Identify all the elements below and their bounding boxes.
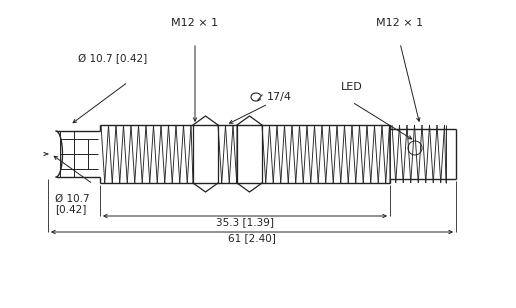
Text: M12 × 1: M12 × 1: [377, 18, 424, 28]
Text: LED: LED: [341, 82, 363, 92]
Text: 35.3 [1.39]: 35.3 [1.39]: [216, 217, 274, 227]
Text: Ø 10.7 [0.42]: Ø 10.7 [0.42]: [78, 54, 147, 64]
Text: [0.42]: [0.42]: [55, 204, 86, 214]
Text: 61 [2.40]: 61 [2.40]: [228, 233, 276, 243]
Text: Ø 10.7: Ø 10.7: [55, 194, 90, 204]
Text: 17/4: 17/4: [267, 92, 292, 102]
Text: M12 × 1: M12 × 1: [171, 18, 219, 28]
